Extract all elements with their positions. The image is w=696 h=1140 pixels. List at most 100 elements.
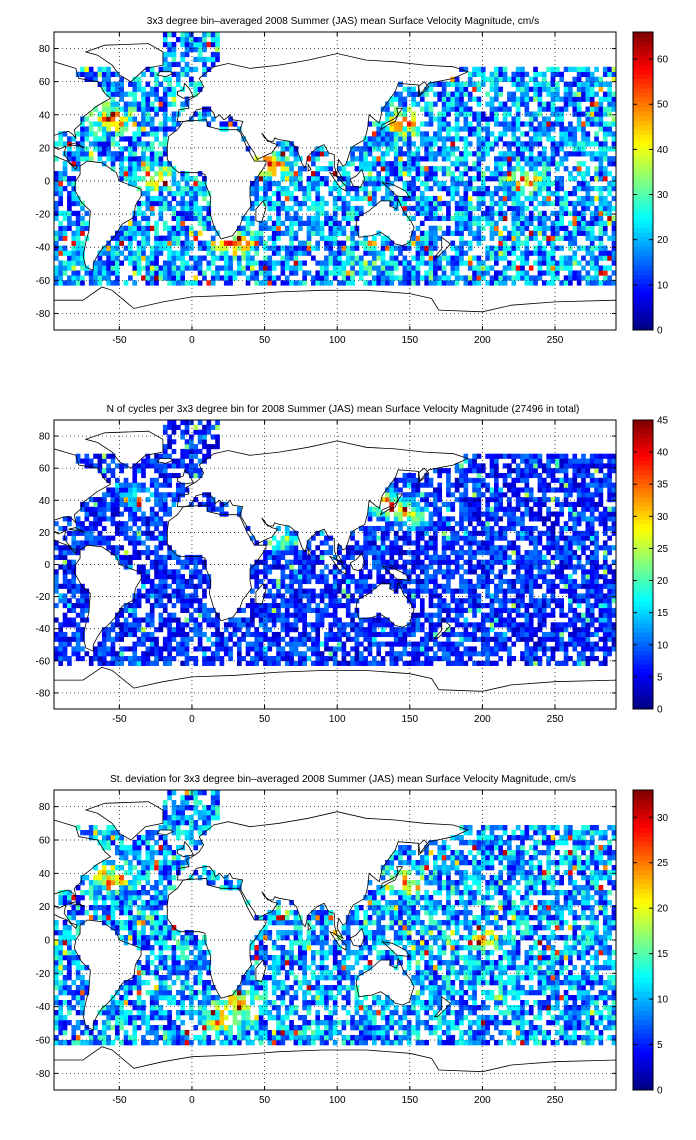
heatmap-bin [537,583,543,589]
heatmap-bin [380,275,386,281]
heatmap-bin [459,205,464,212]
heatmap-bin [215,46,220,53]
heatmap-bin [136,588,142,594]
heatmap-bin [136,101,142,107]
heatmap-bin [206,607,212,613]
heatmap-bin [398,136,403,142]
heatmap-bin [267,617,273,623]
heatmap-bin [128,607,133,613]
heatmap-bin [145,574,151,580]
heatmap-bin [114,131,120,137]
heatmap-bin [402,260,408,266]
heatmap-bin [84,116,90,122]
heatmap-bin [472,96,477,102]
heatmap-bin [202,578,207,585]
heatmap-bin [450,245,456,251]
heatmap-bin [324,176,329,182]
heatmap-bin [494,106,499,112]
heatmap-bin [106,141,111,147]
heatmap-bin [463,240,469,246]
heatmap-bin [459,612,464,618]
heatmap-bin [515,136,521,142]
heatmap-bin [302,185,307,192]
heatmap-bin [167,255,172,261]
heatmap-bin [537,275,543,281]
heatmap-bin [136,245,142,251]
heatmap-bin [54,574,59,580]
heatmap-bin [568,270,573,276]
heatmap-bin [437,622,443,628]
heatmap-bin [389,275,395,281]
heatmap-bin [271,166,277,172]
heatmap-bin [202,56,207,63]
heatmap-bin [598,280,604,286]
heatmap-bin [175,255,181,261]
heatmap-bin [67,660,72,666]
heatmap-bin [594,235,599,241]
heatmap-bin [271,603,277,609]
heatmap-bin [197,220,203,226]
heatmap-bin [411,578,416,585]
heatmap-bin [67,220,72,226]
heatmap-bin [289,225,294,231]
heatmap-bin [511,275,517,281]
heatmap-bin [184,636,190,642]
heatmap-bin [62,235,68,241]
heatmap-bin [437,136,443,142]
heatmap-bin [520,598,525,604]
heatmap-bin [184,578,190,585]
heatmap-bin [437,215,443,222]
heatmap-bin [550,250,556,256]
heatmap-bin [489,225,495,231]
heatmap-bin [559,156,565,162]
heatmap-bin [585,574,591,580]
heatmap-bin [202,270,207,276]
heatmap-bin [145,96,151,102]
heatmap-bin [376,275,382,281]
heatmap-bin [171,631,177,638]
heatmap-bin [541,215,547,222]
heatmap-bin [507,121,512,127]
heatmap-bin [541,593,547,599]
heatmap-bin [446,146,451,152]
heatmap-bin [507,636,512,642]
heatmap-bin [62,141,68,147]
heatmap-bin [485,617,490,623]
heatmap-bin [589,225,595,231]
heatmap-bin [576,210,582,217]
heatmap-bin [563,255,569,261]
heatmap-bin [350,622,355,628]
heatmap-bin [206,111,212,117]
heatmap-bin [297,171,303,177]
heatmap-bin [250,190,255,197]
heatmap-bin [302,627,307,633]
heatmap-bin [520,593,525,599]
heatmap-bin [67,603,72,609]
heatmap-bin [576,627,582,633]
heatmap-bin [555,660,560,666]
heatmap-bin [363,574,368,580]
heatmap-bin [311,627,316,633]
heatmap-bin [280,156,286,162]
heatmap-bin [541,86,547,92]
heatmap-bin [598,627,604,633]
heatmap-bin [489,255,495,261]
heatmap-bin [132,146,138,152]
heatmap-bin [197,181,203,187]
heatmap-bin [389,656,395,662]
heatmap-bin [489,598,495,604]
heatmap-bin [337,578,342,585]
heatmap-bin [97,81,103,87]
heatmap-bin [154,245,159,251]
heatmap-bin [114,91,120,97]
heatmap-bin [480,126,486,132]
colorbar-segment [633,45,653,52]
heatmap-bin [555,245,560,251]
heatmap-bin [289,235,294,241]
heatmap-bin [189,210,194,217]
heatmap-bin [546,260,551,266]
heatmap-bin [489,646,495,652]
heatmap-bin [476,593,482,599]
heatmap-bin [67,156,72,162]
heatmap-bin [358,255,364,261]
